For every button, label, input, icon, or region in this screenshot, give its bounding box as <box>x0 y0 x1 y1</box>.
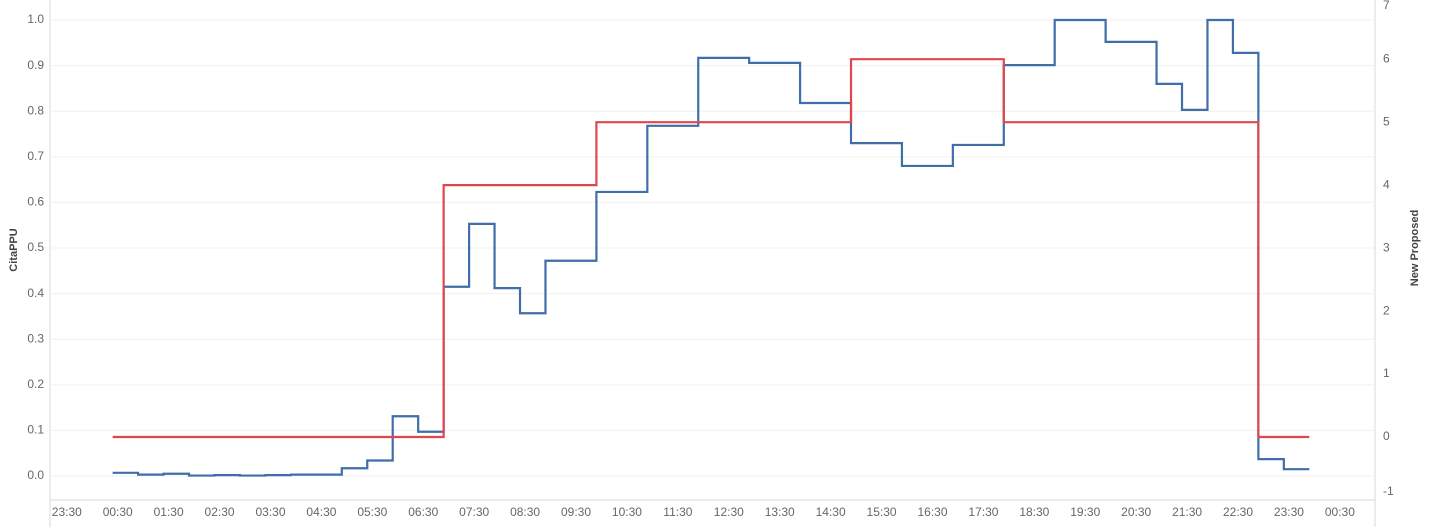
y2-tick-label: 4 <box>1383 177 1390 191</box>
y2-tick-label: 5 <box>1383 114 1390 128</box>
y-tick-label: 0.3 <box>27 331 44 345</box>
x-tick-label: 01:30 <box>154 505 184 519</box>
series-line <box>112 58 1310 439</box>
x-tick-label: 21:30 <box>1172 505 1202 519</box>
x-tick-label: 07:30 <box>459 505 489 519</box>
y-tick-label: 0.4 <box>27 286 44 300</box>
y-tick-label: 0.2 <box>27 377 44 391</box>
x-tick-label: 15:30 <box>867 505 897 519</box>
y-tick-label: 0.1 <box>27 423 44 437</box>
x-tick-label: 00:30 <box>103 505 133 519</box>
y-tick-label: 1.0 <box>27 12 44 26</box>
y2-tick-label: 2 <box>1383 303 1390 317</box>
x-tick-label: 23:30 <box>52 505 82 519</box>
series-line <box>112 18 1310 477</box>
y2-tick-label: 7 <box>1383 0 1390 12</box>
y2-tick-label: -1 <box>1383 484 1394 498</box>
y2-tick-label: 6 <box>1383 51 1390 65</box>
x-tick-label: 22:30 <box>1223 505 1253 519</box>
y-tick-label: 0.6 <box>27 195 44 209</box>
x-tick-label: 17:30 <box>968 505 998 519</box>
x-tick-label: 00:30 <box>1325 505 1355 519</box>
x-tick-label: 06:30 <box>408 505 438 519</box>
x-tick-label: 08:30 <box>510 505 540 519</box>
x-tick-label: 14:30 <box>816 505 846 519</box>
x-tick-label: 02:30 <box>205 505 235 519</box>
y-tick-label: 0.9 <box>27 58 44 72</box>
y-tick-label: 0.7 <box>27 149 44 163</box>
x-tick-label: 05:30 <box>357 505 387 519</box>
y-tick-label: 0.8 <box>27 103 44 117</box>
y2-axis-title: New Proposed <box>1409 210 1421 286</box>
x-tick-label: 04:30 <box>306 505 336 519</box>
x-tick-label: 16:30 <box>917 505 947 519</box>
x-tick-label: 13:30 <box>765 505 795 519</box>
x-tick-label: 09:30 <box>561 505 591 519</box>
x-tick-label: 03:30 <box>255 505 285 519</box>
x-tick-label: 10:30 <box>612 505 642 519</box>
x-tick-label: 19:30 <box>1070 505 1100 519</box>
x-tick-label: 23:30 <box>1274 505 1304 519</box>
x-tick-label: 11:30 <box>663 505 692 519</box>
y-tick-label: 0.0 <box>27 468 44 482</box>
y-tick-label: 0.5 <box>27 240 44 254</box>
x-tick-label: 12:30 <box>714 505 744 519</box>
y2-tick-label: 0 <box>1383 429 1390 443</box>
x-tick-label: 20:30 <box>1121 505 1151 519</box>
y-axis-title: CitaPPU <box>8 228 20 271</box>
x-tick-label: 18:30 <box>1019 505 1049 519</box>
y2-tick-label: 1 <box>1383 366 1390 380</box>
y2-tick-label: 3 <box>1383 240 1390 254</box>
